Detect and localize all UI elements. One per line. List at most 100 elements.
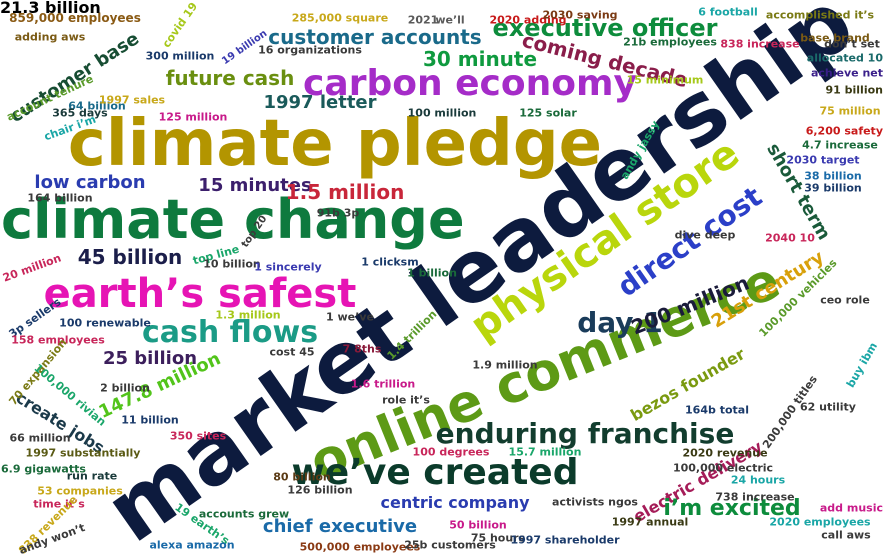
word-run-rate: run rate	[66, 469, 118, 483]
word-im-excited: i’m excited	[663, 496, 801, 521]
word-accounts-grew: accounts grew	[198, 507, 290, 521]
word-15-minutes: 15 minutes	[198, 175, 312, 196]
word-day-1: day 1	[577, 306, 663, 339]
word-2030-saving: 2030 saving	[542, 8, 618, 22]
word-enduring-franchise: enduring franchise	[435, 417, 735, 450]
word-allocated-10: allocated 10	[806, 51, 883, 65]
word-64-billion: 64 billion	[68, 99, 126, 113]
word-100-degrees: 100 degrees	[412, 445, 490, 459]
word-66-million: 66 million	[9, 431, 71, 445]
word-1997-substantially: 1997 substantially	[25, 446, 141, 460]
word-53-companies: 53 companies	[37, 484, 123, 498]
word-earths-safest: earth’s safest	[43, 271, 357, 317]
word-low-carbon: low carbon	[34, 172, 146, 193]
word-1997-shareholder: 1997 shareholder	[510, 533, 620, 547]
word-carbon-economy: carbon economy	[303, 63, 637, 104]
word-1-clicksm: 1 clicksm	[361, 255, 419, 269]
word-285000-square: 285,000 square	[291, 11, 389, 25]
word-158-employees: 158 employees	[11, 333, 105, 347]
word-add-music: add music	[819, 501, 883, 515]
word-300-million: 300 million	[145, 49, 215, 63]
word-1-3-million: 1.3 million	[215, 308, 281, 322]
word-21-3-billion: 21.3 billion	[0, 0, 101, 17]
word-500000-employees: 500,000 employees	[299, 540, 421, 554]
word-customer-accounts: customer accounts	[268, 25, 482, 49]
word-weve-created: we’ve created	[291, 452, 579, 493]
word-alexa-amazon: alexa amazon	[149, 538, 235, 552]
word-1-billion: 1 billion	[407, 266, 457, 280]
word-100000-electric: 100,000 electric	[672, 461, 774, 475]
word-6200-safety: 6,200 safety	[805, 124, 883, 138]
word-call-aws: call aws	[821, 528, 871, 542]
word-cost-45: cost 45	[269, 345, 315, 359]
word-50-billion: 50 billion	[449, 518, 507, 532]
word-16-organizations: 16 organizations	[258, 43, 362, 57]
word-covid-19: covid 19	[159, 0, 201, 51]
word-91-billion: 91 billion	[825, 83, 883, 97]
word-125-million: 125 million	[158, 110, 228, 124]
word-base-brand: base brand	[800, 31, 870, 45]
word-1-sincerely: 1 sincerely	[254, 260, 322, 274]
word-164-billion: 164 billion	[27, 191, 93, 205]
word-4-7-increase: 4.7 increase	[802, 138, 878, 152]
word-21b-employees: 21b employees	[623, 35, 717, 49]
word-2020-employees: 2020 employees	[769, 515, 871, 529]
word-1-5-million: 1.5 million	[285, 180, 405, 204]
word-1997-annual: 1997 annual	[611, 515, 689, 529]
word-38-billion: 38 billion	[804, 169, 862, 183]
word-ceo-role: ceo role	[820, 293, 870, 307]
word-1-6-trillion: 1.6 trillion	[350, 377, 416, 391]
word-accomplished-its: accomplished it’s	[765, 8, 875, 22]
word-75-hours: 75 hours	[470, 531, 526, 545]
word-30-minute: 30 minute	[422, 47, 538, 71]
word-time-its: time it’s	[33, 497, 85, 511]
word-2040-10: 2040 10	[765, 231, 815, 245]
word-activists-ngos: activists ngos	[552, 495, 638, 509]
word-125-solar: 125 solar	[519, 106, 577, 120]
word-climate-pledge: climate pledge	[67, 107, 603, 181]
word-climate-change: climate change	[1, 188, 465, 251]
word-164b-total: 164b total	[685, 403, 749, 417]
word-838-increase: 838 increase	[720, 37, 800, 51]
word-1997-letter: 1997 letter	[263, 92, 377, 113]
word-15-minimum: 15 minimum	[626, 73, 704, 87]
word-2020-revenue: 2020 revenue	[682, 446, 768, 460]
word-62-utility: 62 utility	[800, 400, 856, 414]
word-39-billion: 39 billion	[804, 181, 862, 195]
word-dont-set: don’t set	[824, 37, 880, 51]
word-2020-adding: 2020 adding	[489, 13, 567, 27]
word-executive-officer: executive officer	[492, 14, 718, 42]
word-738-increase: 738 increase	[715, 490, 795, 504]
word-365-days: 365 days	[52, 106, 108, 120]
word-1-9-million: 1.9 million	[472, 358, 538, 372]
word-859000-employees: 859,000 employees	[9, 11, 141, 25]
word-350-sites: 350 sites	[169, 429, 227, 443]
word-centric-company: centric company	[380, 493, 530, 512]
word-15-7-million: 15.7 million	[508, 445, 582, 459]
word-25-billion: 25 billion	[102, 348, 198, 369]
word-1997-sales: 1997 sales	[98, 93, 166, 107]
word-adding-aws: adding aws	[14, 30, 86, 44]
word-91b-3p: 91b 3p	[316, 206, 360, 220]
word-7-8ths: 7 8ths	[342, 342, 382, 356]
word-100-million: 100 million	[407, 106, 477, 120]
word-2030-target: 2030 target	[786, 153, 860, 167]
word-2-billion: 2 billion	[100, 381, 150, 395]
word-6-football: 6 football	[698, 5, 758, 19]
word-future-cash: future cash	[165, 66, 295, 90]
word-6-9-gigawatts: 6.9 gigawatts	[1, 462, 86, 476]
word-chief-executive: chief executive	[262, 516, 418, 537]
word-1-weve: 1 we’ve	[326, 310, 374, 324]
word-11-billion: 11 billion	[121, 413, 179, 427]
word-well: we’ll	[435, 13, 465, 27]
word-2021: 2021	[407, 13, 439, 27]
word-10-billion: 10 billion	[203, 257, 261, 271]
word-24-hours: 24 hours	[730, 473, 786, 487]
word-achieve-net: achieve net	[810, 66, 883, 80]
word-75-million: 75 million	[819, 104, 881, 118]
word-126-billion: 126 billion	[287, 483, 353, 497]
word-cash-flows: cash flows	[141, 315, 319, 350]
word-dive-deep: dive deep	[674, 228, 736, 242]
word-45-billion: 45 billion	[77, 245, 183, 269]
